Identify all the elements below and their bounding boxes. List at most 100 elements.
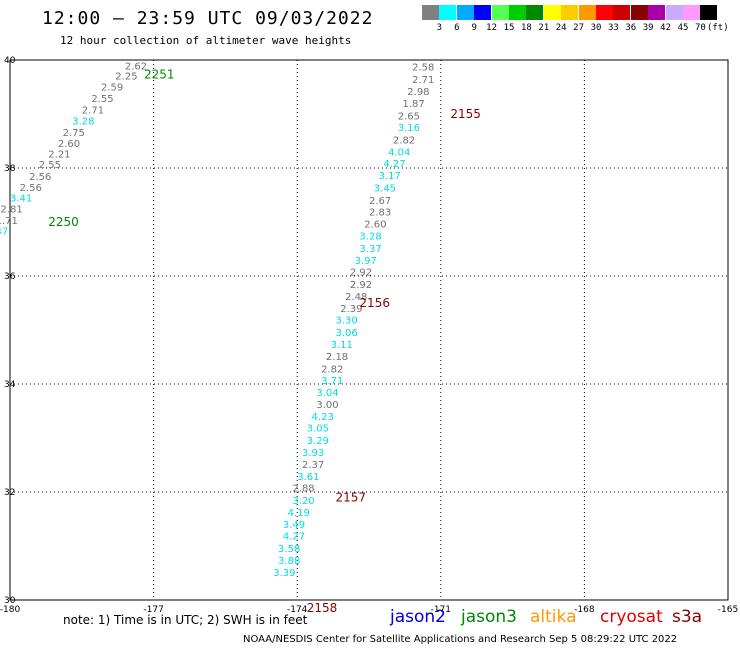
- wave-height-value: 3.97: [355, 256, 377, 267]
- longitude-tick-label: -168: [574, 605, 595, 615]
- color-swatch: [596, 5, 613, 20]
- wave-height-value: 3.39: [273, 568, 295, 579]
- wave-height-value: 3.58: [278, 544, 300, 555]
- color-scale-label: 6: [454, 23, 460, 33]
- color-scale-label: 15: [503, 23, 515, 33]
- wave-height-value: 3.45: [374, 183, 396, 194]
- wave-height-value: 2.60: [364, 220, 386, 231]
- wave-height-value: 3.20: [292, 496, 314, 507]
- color-scale-label: 27: [573, 23, 585, 33]
- color-scale-label: 9: [471, 23, 477, 33]
- wave-height-value: 3.30: [335, 316, 357, 327]
- wave-height-value: 3.28: [359, 232, 381, 243]
- color-swatch: [439, 5, 457, 20]
- color-swatch: [613, 5, 631, 20]
- color-scale-label: 39: [642, 23, 654, 33]
- longitude-tick-label: -165: [718, 605, 738, 615]
- wave-height-value: 2.82: [321, 364, 343, 375]
- wave-height-value: 4.27: [283, 532, 305, 543]
- legend-cryosat: cryosat: [600, 607, 663, 627]
- pass-time-label: 2158: [307, 601, 338, 615]
- wave-height-value: 3.49: [283, 520, 305, 531]
- wave-height-value: 4.04: [388, 147, 410, 158]
- wave-height-value: 3.41: [10, 194, 32, 205]
- wave-height-value: 3.37: [359, 244, 381, 255]
- chart-subtitle: 12 hour collection of altimeter wave hei…: [60, 34, 352, 47]
- wave-height-value: 1.87: [403, 99, 425, 110]
- wave-height-value: 2.58: [412, 62, 434, 73]
- legend-altika: altika: [530, 607, 577, 627]
- longitude-tick-label: -171: [431, 605, 451, 615]
- latitude-tick-label: 40: [4, 56, 16, 66]
- color-swatch: [700, 5, 718, 20]
- color-swatch: [630, 5, 648, 20]
- wave-height-value: 2.55: [91, 94, 113, 105]
- color-scale-label: (ft): [706, 23, 729, 33]
- wave-height-value: 3.71: [321, 376, 343, 387]
- wave-height-value: 2.88: [292, 484, 314, 495]
- color-swatch: [578, 5, 596, 20]
- color-swatch: [561, 5, 579, 20]
- color-scale-label: 24: [555, 23, 567, 33]
- pass-time-label: 2250: [48, 215, 79, 229]
- wave-height-value: 2.75: [63, 128, 85, 139]
- legend-s3a: s3a: [672, 607, 703, 627]
- wave-height-value: 3.05: [307, 424, 329, 435]
- latitude-tick-label: 30: [4, 596, 16, 606]
- wave-height-value: 3.47: [0, 227, 8, 238]
- latitude-tick-label: 36: [4, 272, 16, 282]
- latitude-tick-label: 32: [4, 488, 15, 498]
- wave-height-value: 3.88: [278, 556, 300, 567]
- wave-height-value: 4.23: [312, 412, 334, 423]
- wave-height-value: 2.59: [101, 82, 123, 93]
- pass-time-label: 2251: [144, 68, 175, 82]
- wave-height-value: 2.82: [393, 135, 415, 146]
- color-swatch: [456, 5, 474, 20]
- longitude-tick-label: -180: [0, 605, 20, 615]
- wave-height-value: 2.98: [407, 87, 429, 98]
- wave-height-value: 3.28: [72, 116, 94, 127]
- wave-height-value: 3.04: [316, 388, 338, 399]
- legend-jason2: jason2: [390, 607, 446, 627]
- color-scale-label: 12: [486, 23, 498, 33]
- wave-height-value: 2.18: [326, 352, 348, 363]
- wave-height-value: 2.83: [369, 208, 391, 219]
- chart-title: 12:00 – 23:59 UTC 09/03/2022: [42, 8, 374, 29]
- latitude-tick-label: 38: [4, 164, 16, 174]
- legend-jason3: jason3: [461, 607, 517, 627]
- wave-height-value: 2.21: [48, 149, 70, 160]
- wave-height-value: 3.16: [398, 123, 420, 134]
- wave-height-value: 2.37: [302, 460, 324, 471]
- wave-height-value: 2.71: [82, 106, 104, 117]
- wave-height-value: 1.71: [0, 216, 18, 227]
- pass-time-label: 2155: [450, 107, 481, 121]
- wave-height-value: 3.11: [331, 340, 353, 351]
- color-scale-label: 36: [625, 23, 637, 33]
- color-swatch: [665, 5, 683, 20]
- color-scale-label: 3: [436, 23, 443, 33]
- color-swatch: [526, 5, 544, 20]
- wave-height-value: 2.67: [369, 196, 391, 207]
- color-scale-label: 18: [520, 23, 532, 33]
- wave-height-value: 2.56: [29, 172, 51, 183]
- credit-line: NOAA/NESDIS Center for Satellite Applica…: [243, 634, 678, 645]
- wave-height-value: 2.92: [350, 268, 372, 279]
- wave-height-value: 3.17: [379, 171, 401, 182]
- wave-height-value: 2.60: [58, 139, 80, 150]
- wave-height-value: 2.55: [39, 160, 61, 171]
- wave-height-value: 2.56: [20, 183, 42, 194]
- color-scale-label: 21: [538, 23, 550, 33]
- wave-height-value: 2.71: [412, 75, 434, 86]
- wave-height-value: 3.93: [302, 448, 324, 459]
- color-swatch: [422, 5, 439, 20]
- color-swatch: [491, 5, 509, 20]
- wave-height-value: 2.48: [345, 292, 367, 303]
- footnote: note: 1) Time is in UTC; 2) SWH is in fe…: [63, 613, 308, 627]
- wave-height-value: 2.25: [115, 72, 137, 83]
- longitude-tick-label: -177: [143, 605, 163, 615]
- wave-height-value: 2.39: [340, 304, 362, 315]
- latitude-tick-label: 34: [4, 380, 16, 390]
- color-swatch: [509, 5, 526, 20]
- pass-time-label: 2157: [335, 490, 366, 504]
- wave-height-value: 4.27: [383, 159, 405, 170]
